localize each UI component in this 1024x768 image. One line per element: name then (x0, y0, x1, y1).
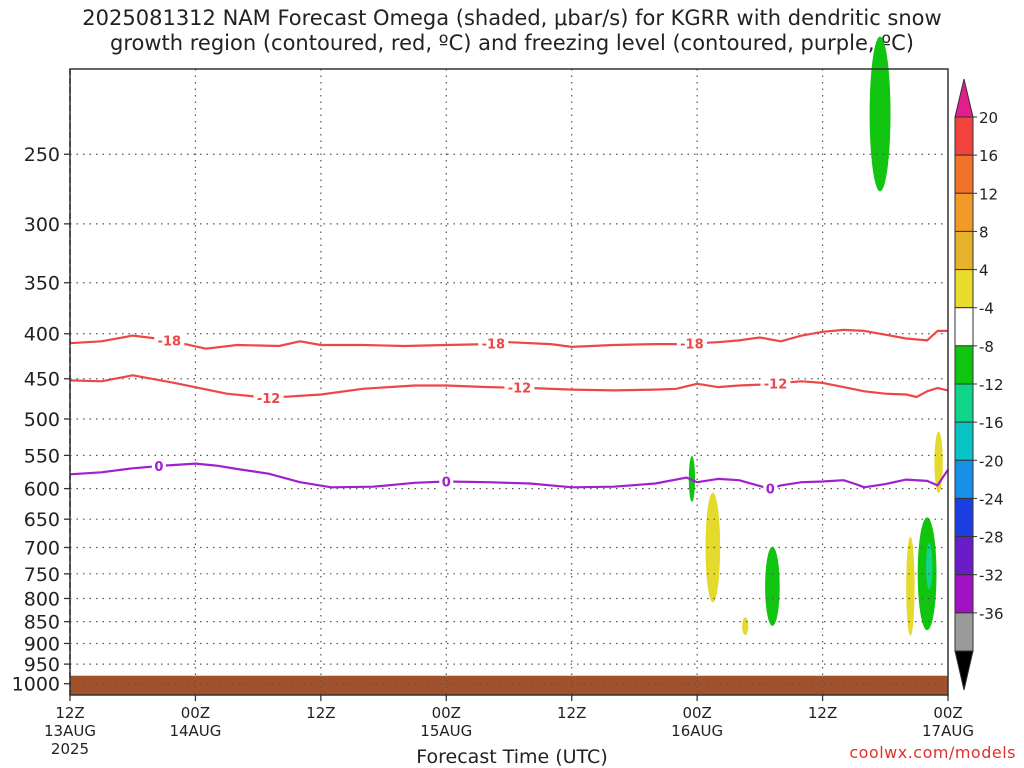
contour-label-bg (151, 458, 166, 475)
omega-region-1 (705, 492, 721, 603)
colorbar-label: -12 (979, 376, 1004, 394)
contour-label: -18 (482, 338, 506, 353)
colorbar-label: 4 (979, 262, 989, 280)
contour-label: -18 (680, 337, 704, 352)
contour-label-bg (439, 473, 454, 490)
contour-label-bg (676, 335, 707, 352)
y-tick-label: 450 (24, 369, 60, 391)
colorbar-band (954, 459, 974, 499)
omega-region-2 (742, 617, 749, 635)
contour-label: -12 (257, 392, 281, 407)
contour-label: 0 (442, 476, 451, 491)
x-tick-label: 00Z (432, 704, 461, 722)
colorbar-label: 16 (979, 147, 998, 165)
colorbar-label: 20 (979, 109, 998, 127)
source-credit: coolwx.com/models (849, 743, 1016, 762)
colorbar-band (954, 345, 974, 385)
colorbar-band (954, 421, 974, 461)
x-tick-label: 12Z (55, 704, 84, 722)
x-tick-label: 00Z (181, 704, 210, 722)
contour-label: -12 (764, 377, 788, 392)
colorbar-band (954, 574, 974, 614)
colorbar-label: -24 (979, 490, 1004, 508)
omega-region-3 (765, 546, 780, 626)
colorbar-band (954, 307, 974, 347)
x-tick-label: 2025 (51, 740, 89, 758)
y-tick-label: 950 (24, 654, 60, 676)
x-tick-label: 12Z (306, 704, 335, 722)
title-line-1: 2025081312 NAM Forecast Omega (shaded, μ… (82, 6, 942, 30)
colorbar-band (954, 192, 974, 232)
x-tick-label: 00Z (682, 704, 711, 722)
x-tick-label: 17AUG (922, 722, 974, 740)
plot-frame (69, 68, 949, 696)
contour-label: -18 (158, 335, 182, 350)
y-tick-label: 300 (24, 214, 60, 236)
colorbar-label: -32 (979, 567, 1004, 585)
colorbar-band (954, 116, 974, 156)
x-tick-label: 15AUG (420, 722, 472, 740)
colorbar-label: -4 (979, 300, 994, 318)
contour-label: 0 (154, 460, 163, 475)
contour-line-0 (69, 328, 948, 350)
contour-label-bg (763, 480, 778, 497)
y-tick-label: 800 (24, 588, 60, 610)
contour-label-bg (154, 332, 185, 349)
contour-label-bg (760, 375, 791, 392)
colorbar-label: -16 (979, 414, 1004, 432)
y-tick-label: 350 (24, 273, 60, 295)
colorbar-band (954, 612, 974, 652)
chart-title: 2025081312 NAM Forecast Omega (shaded, μ… (0, 6, 1024, 56)
colorbar-top-arrow (954, 78, 974, 118)
colorbar-bottom-arrow (954, 650, 974, 691)
colorbar-label: 12 (979, 185, 998, 203)
terrain-fill (70, 675, 948, 695)
colorbar-label: -36 (979, 605, 1004, 623)
y-tick-label: 250 (24, 144, 60, 166)
y-tick-label: 1000 (12, 674, 60, 696)
omega-region-5 (934, 431, 943, 494)
x-tick-label: 12Z (557, 704, 586, 722)
y-tick-label: 750 (24, 564, 60, 586)
x-tick-label: 00Z (933, 704, 962, 722)
colorbar-label: -28 (979, 529, 1004, 547)
contour-label-bg (478, 335, 509, 352)
title-line-2: growth region (contoured, red, ºC) and f… (110, 31, 914, 55)
omega-region-6 (906, 536, 915, 636)
omega-region-8 (926, 542, 933, 590)
contour-label-bg (253, 389, 284, 406)
colorbar-band (954, 230, 974, 271)
x-tick-label: 16AUG (671, 722, 723, 740)
y-tick-label: 650 (24, 509, 60, 531)
x-tick-label: 14AUG (169, 722, 221, 740)
y-tick-label: 500 (24, 409, 60, 431)
y-tick-label: 550 (24, 445, 60, 467)
y-tick-label: 400 (24, 324, 60, 346)
colorbar-band (954, 536, 974, 576)
colorbar-label: -8 (979, 338, 994, 356)
y-tick-label: 900 (24, 633, 60, 655)
colorbar-label: 8 (979, 223, 989, 241)
contour-label: 0 (766, 483, 775, 498)
contour-label: -12 (508, 382, 532, 397)
x-tick-label: 12Z (808, 704, 837, 722)
x-axis-title: Forecast Time (UTC) (416, 746, 608, 768)
x-tick-label: 13AUG (44, 722, 96, 740)
y-tick-label: 600 (24, 479, 60, 501)
contour-line-2 (69, 462, 949, 490)
colorbar-band (954, 497, 974, 538)
y-tick-label: 700 (24, 537, 60, 559)
colorbar-band (954, 383, 974, 423)
colorbar-band (954, 154, 974, 194)
y-tick-label: 850 (24, 612, 60, 634)
colorbar-label: -20 (979, 452, 1004, 470)
contour-label-bg (504, 379, 535, 396)
omega-region-0 (869, 36, 891, 192)
colorbar-band (954, 269, 974, 309)
